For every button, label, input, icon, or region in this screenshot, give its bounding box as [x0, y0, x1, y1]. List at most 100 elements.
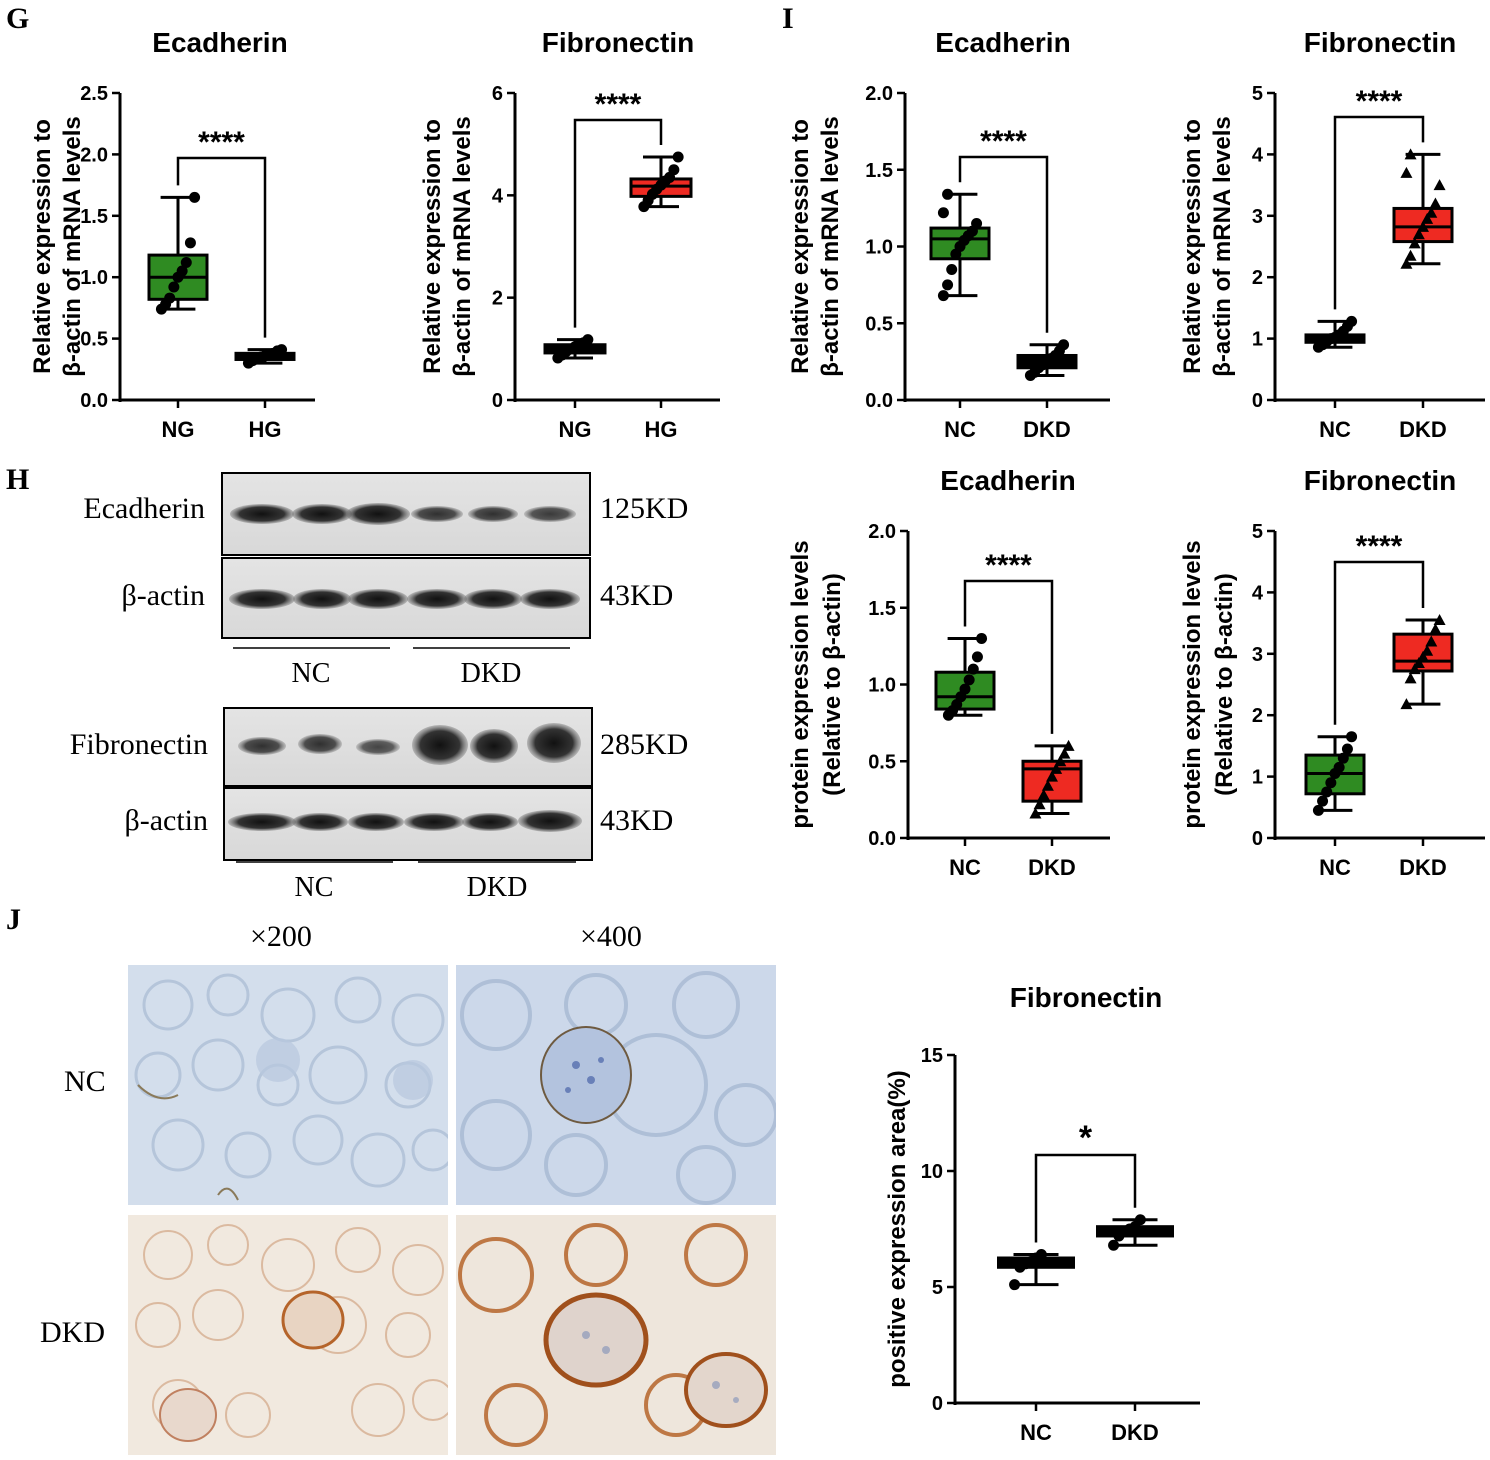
blot-group-nc-2: NC	[295, 872, 334, 903]
chart-title: Fibronectin	[1304, 465, 1456, 496]
x-tick-label: NC	[944, 417, 976, 442]
data-point	[967, 663, 979, 675]
y-tick-label: 3	[1252, 644, 1263, 666]
chart-title: Ecadherin	[935, 27, 1070, 58]
chart-i-fibronectin-mrna: Fibronectin Relative expression to β-actin…	[1179, 27, 1485, 442]
data-point	[672, 151, 684, 163]
data-point	[1035, 1249, 1047, 1261]
data-point	[1050, 762, 1063, 774]
y-tick-label: 0.0	[80, 390, 108, 412]
data-point	[1400, 698, 1413, 710]
significance-bracket	[573, 118, 663, 328]
y-tick-label: 4	[1252, 582, 1264, 604]
y-tick-label: 15	[921, 1045, 943, 1067]
data-point	[1400, 257, 1413, 269]
y-tick-label: 5	[1252, 521, 1263, 543]
y-axis-label: Relative expression to	[1179, 119, 1206, 374]
y-tick-label: 10	[921, 1161, 943, 1183]
data-point	[942, 279, 954, 291]
y-tick-label: 1.0	[80, 267, 108, 289]
y-tick-label: 2	[1252, 705, 1263, 727]
blot-group-nc-1: NC	[292, 658, 331, 689]
data-point	[1346, 315, 1358, 327]
data-point	[1433, 179, 1446, 191]
y-tick-label: 2	[492, 288, 503, 310]
data-point	[1033, 798, 1046, 810]
data-point	[1404, 249, 1417, 261]
y-tick-label: 5	[932, 1277, 943, 1299]
y-tick-label: 1	[1252, 329, 1263, 351]
data-point	[971, 651, 983, 663]
y-axis-label: (Relative to β-actin)	[1211, 573, 1238, 796]
data-point	[1408, 237, 1421, 249]
chart-i-ecadherin-protein: Ecadherin protein expression levels (Relat…	[787, 465, 1110, 880]
y-tick-label: 1.5	[865, 160, 893, 182]
panel-letter-i: I	[782, 2, 794, 35]
significance-bracket	[963, 579, 1054, 734]
data-point	[1058, 339, 1070, 351]
y-axis-label: protein expression levels	[787, 540, 814, 828]
data-point	[1421, 644, 1434, 656]
significance-stars: ****	[595, 88, 642, 121]
data-point	[1325, 777, 1337, 789]
data-point	[1408, 663, 1421, 675]
data-point	[1054, 755, 1067, 767]
blot-label-bactin-1: β-actin	[121, 579, 205, 612]
blot-label-ecadherin: Ecadherin	[83, 492, 205, 525]
significance-stars: *	[1079, 1119, 1093, 1157]
data-point	[1425, 635, 1438, 647]
data-point	[1337, 752, 1349, 764]
data-point	[1429, 197, 1442, 209]
data-point	[1058, 747, 1071, 759]
y-axis-label: β-actin of mRNA levels	[1209, 116, 1236, 376]
data-point	[1037, 789, 1050, 801]
y-tick-label: 0.0	[865, 390, 893, 412]
x-tick-label: DKD	[1111, 1420, 1159, 1445]
y-tick-label: 1.0	[865, 237, 893, 259]
data-point	[1062, 739, 1075, 751]
data-point	[1412, 657, 1425, 669]
y-axis-label: Relative expression to	[29, 119, 56, 374]
significance-bracket	[1034, 1153, 1137, 1243]
y-tick-label: 2.0	[865, 83, 893, 105]
data-point	[1425, 206, 1438, 218]
data-point	[1108, 1239, 1120, 1251]
significance-bracket	[176, 156, 267, 338]
x-tick-label: NC	[1319, 417, 1351, 442]
data-point	[1041, 779, 1054, 791]
data-point	[976, 632, 988, 644]
data-point	[189, 191, 201, 203]
y-tick-label: 0.5	[868, 751, 896, 773]
y-tick-label: 1.0	[868, 675, 896, 697]
chart-title: Ecadherin	[152, 27, 287, 58]
y-tick-label: 0.5	[80, 329, 108, 351]
data-point	[1346, 731, 1358, 743]
y-axis-label: positive expression area(%)	[884, 1070, 911, 1387]
y-axis-label: Relative expression to	[787, 119, 814, 374]
data-point	[582, 334, 594, 346]
data-point	[1046, 770, 1058, 782]
chart-i-fibronectin-protein: Fibronectin protein expression levels (Rel…	[1179, 465, 1485, 880]
data-point	[276, 344, 288, 356]
data-point	[1009, 1279, 1021, 1291]
data-point	[1421, 212, 1434, 224]
data-point	[942, 188, 954, 200]
x-tick-label: DKD	[1023, 417, 1071, 442]
significance-stars: ****	[1356, 530, 1403, 563]
blot-group-dkd-1: DKD	[461, 658, 522, 689]
y-tick-label: 0	[1252, 828, 1263, 850]
blot-kd-43-1: 43KD	[600, 579, 673, 612]
x-tick-label: DKD	[1028, 855, 1076, 880]
data-point	[668, 164, 680, 176]
blot-group-dkd-2: DKD	[467, 872, 528, 903]
y-axis-label: (Relative to β-actin)	[819, 573, 846, 796]
data-point	[1404, 148, 1417, 160]
panel-letter-g: G	[6, 2, 30, 35]
y-tick-label: 0	[1252, 390, 1263, 412]
significance-stars: ****	[985, 549, 1032, 582]
data-point	[1134, 1214, 1146, 1226]
y-tick-label: 2.5	[80, 83, 108, 105]
blot-kd-125: 125KD	[600, 492, 688, 525]
significance-stars: ****	[1356, 85, 1403, 118]
significance-bracket	[958, 155, 1049, 333]
